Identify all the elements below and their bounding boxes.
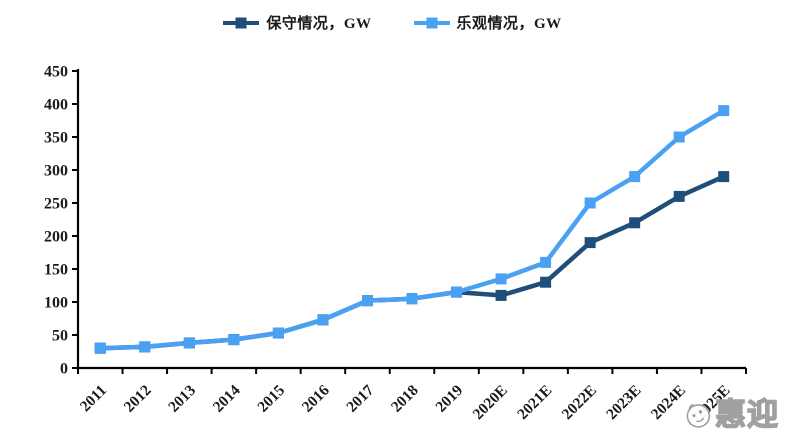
y-tick-label: 200 — [44, 229, 68, 246]
y-tick-label: 450 — [44, 64, 68, 81]
legend-item-optimistic: 乐观情况，GW — [413, 12, 562, 33]
optimistic-series-swatch-icon — [413, 17, 450, 28]
x-tick-label: 2016 — [299, 382, 333, 416]
conservative-series-swatch-icon — [223, 17, 260, 28]
x-tick-label: 2018 — [388, 382, 422, 416]
x-tick-label: 2024E — [648, 382, 689, 423]
data-point-marker — [495, 289, 507, 301]
data-point-marker — [629, 217, 641, 229]
data-point-marker — [406, 293, 418, 305]
data-point-marker — [228, 334, 240, 346]
data-point-marker — [272, 327, 284, 339]
x-tick-label: 2014 — [210, 382, 244, 416]
x-tick-label: 2020E — [470, 382, 511, 423]
x-tick-label: 2015 — [254, 382, 288, 416]
x-tick-label: 2021E — [514, 382, 555, 423]
data-point-marker — [540, 276, 552, 288]
y-tick-label: 300 — [44, 163, 68, 180]
data-point-marker — [317, 314, 329, 326]
legend-item-conservative: 保守情况，GW — [223, 12, 371, 33]
data-point-marker — [718, 105, 730, 117]
y-tick-label: 100 — [44, 295, 68, 312]
data-point-marker — [495, 273, 507, 285]
data-point-marker — [673, 190, 685, 202]
legend-label-optimistic: 乐观情况，GW — [456, 16, 562, 32]
data-point-marker — [584, 197, 596, 209]
series-conservative — [94, 171, 730, 354]
y-tick-label: 50 — [52, 328, 68, 345]
y-axis-ticks: 0 50 100 150 200 250 300 350 400 450 — [44, 64, 78, 378]
x-tick-label: 2022E — [559, 382, 600, 423]
data-point-marker — [629, 171, 641, 183]
data-point-marker — [361, 295, 373, 307]
legend-label-conservative: 保守情况，GW — [266, 16, 372, 32]
x-axis-ticks: 2011 2012 2013 2014 2015 2016 2017 2018 2019 2020… — [77, 368, 747, 423]
x-tick-label: 2025E — [692, 382, 733, 423]
x-tick-label: 2017 — [343, 382, 377, 416]
x-tick-label: 2019 — [432, 382, 466, 416]
x-tick-label: 2011 — [77, 382, 110, 415]
chart-legend: 保守情况，GW 乐观情况，GW — [0, 12, 785, 33]
data-point-marker — [139, 341, 151, 353]
data-point-marker — [540, 256, 552, 268]
x-tick-label: 2013 — [165, 382, 199, 416]
data-point-marker — [718, 171, 730, 183]
y-tick-label: 150 — [44, 262, 68, 279]
y-tick-label: 400 — [44, 97, 68, 114]
series-optimistic — [94, 105, 730, 354]
y-tick-label: 0 — [60, 361, 68, 378]
data-point-marker — [183, 337, 195, 349]
y-tick-label: 250 — [44, 196, 68, 213]
data-point-marker — [94, 342, 106, 354]
data-point-marker — [451, 286, 463, 298]
y-tick-label: 350 — [44, 130, 68, 147]
x-tick-label: 2012 — [121, 382, 155, 416]
data-point-marker — [584, 237, 596, 249]
data-point-marker — [673, 131, 685, 143]
x-tick-label: 2023E — [603, 382, 644, 423]
